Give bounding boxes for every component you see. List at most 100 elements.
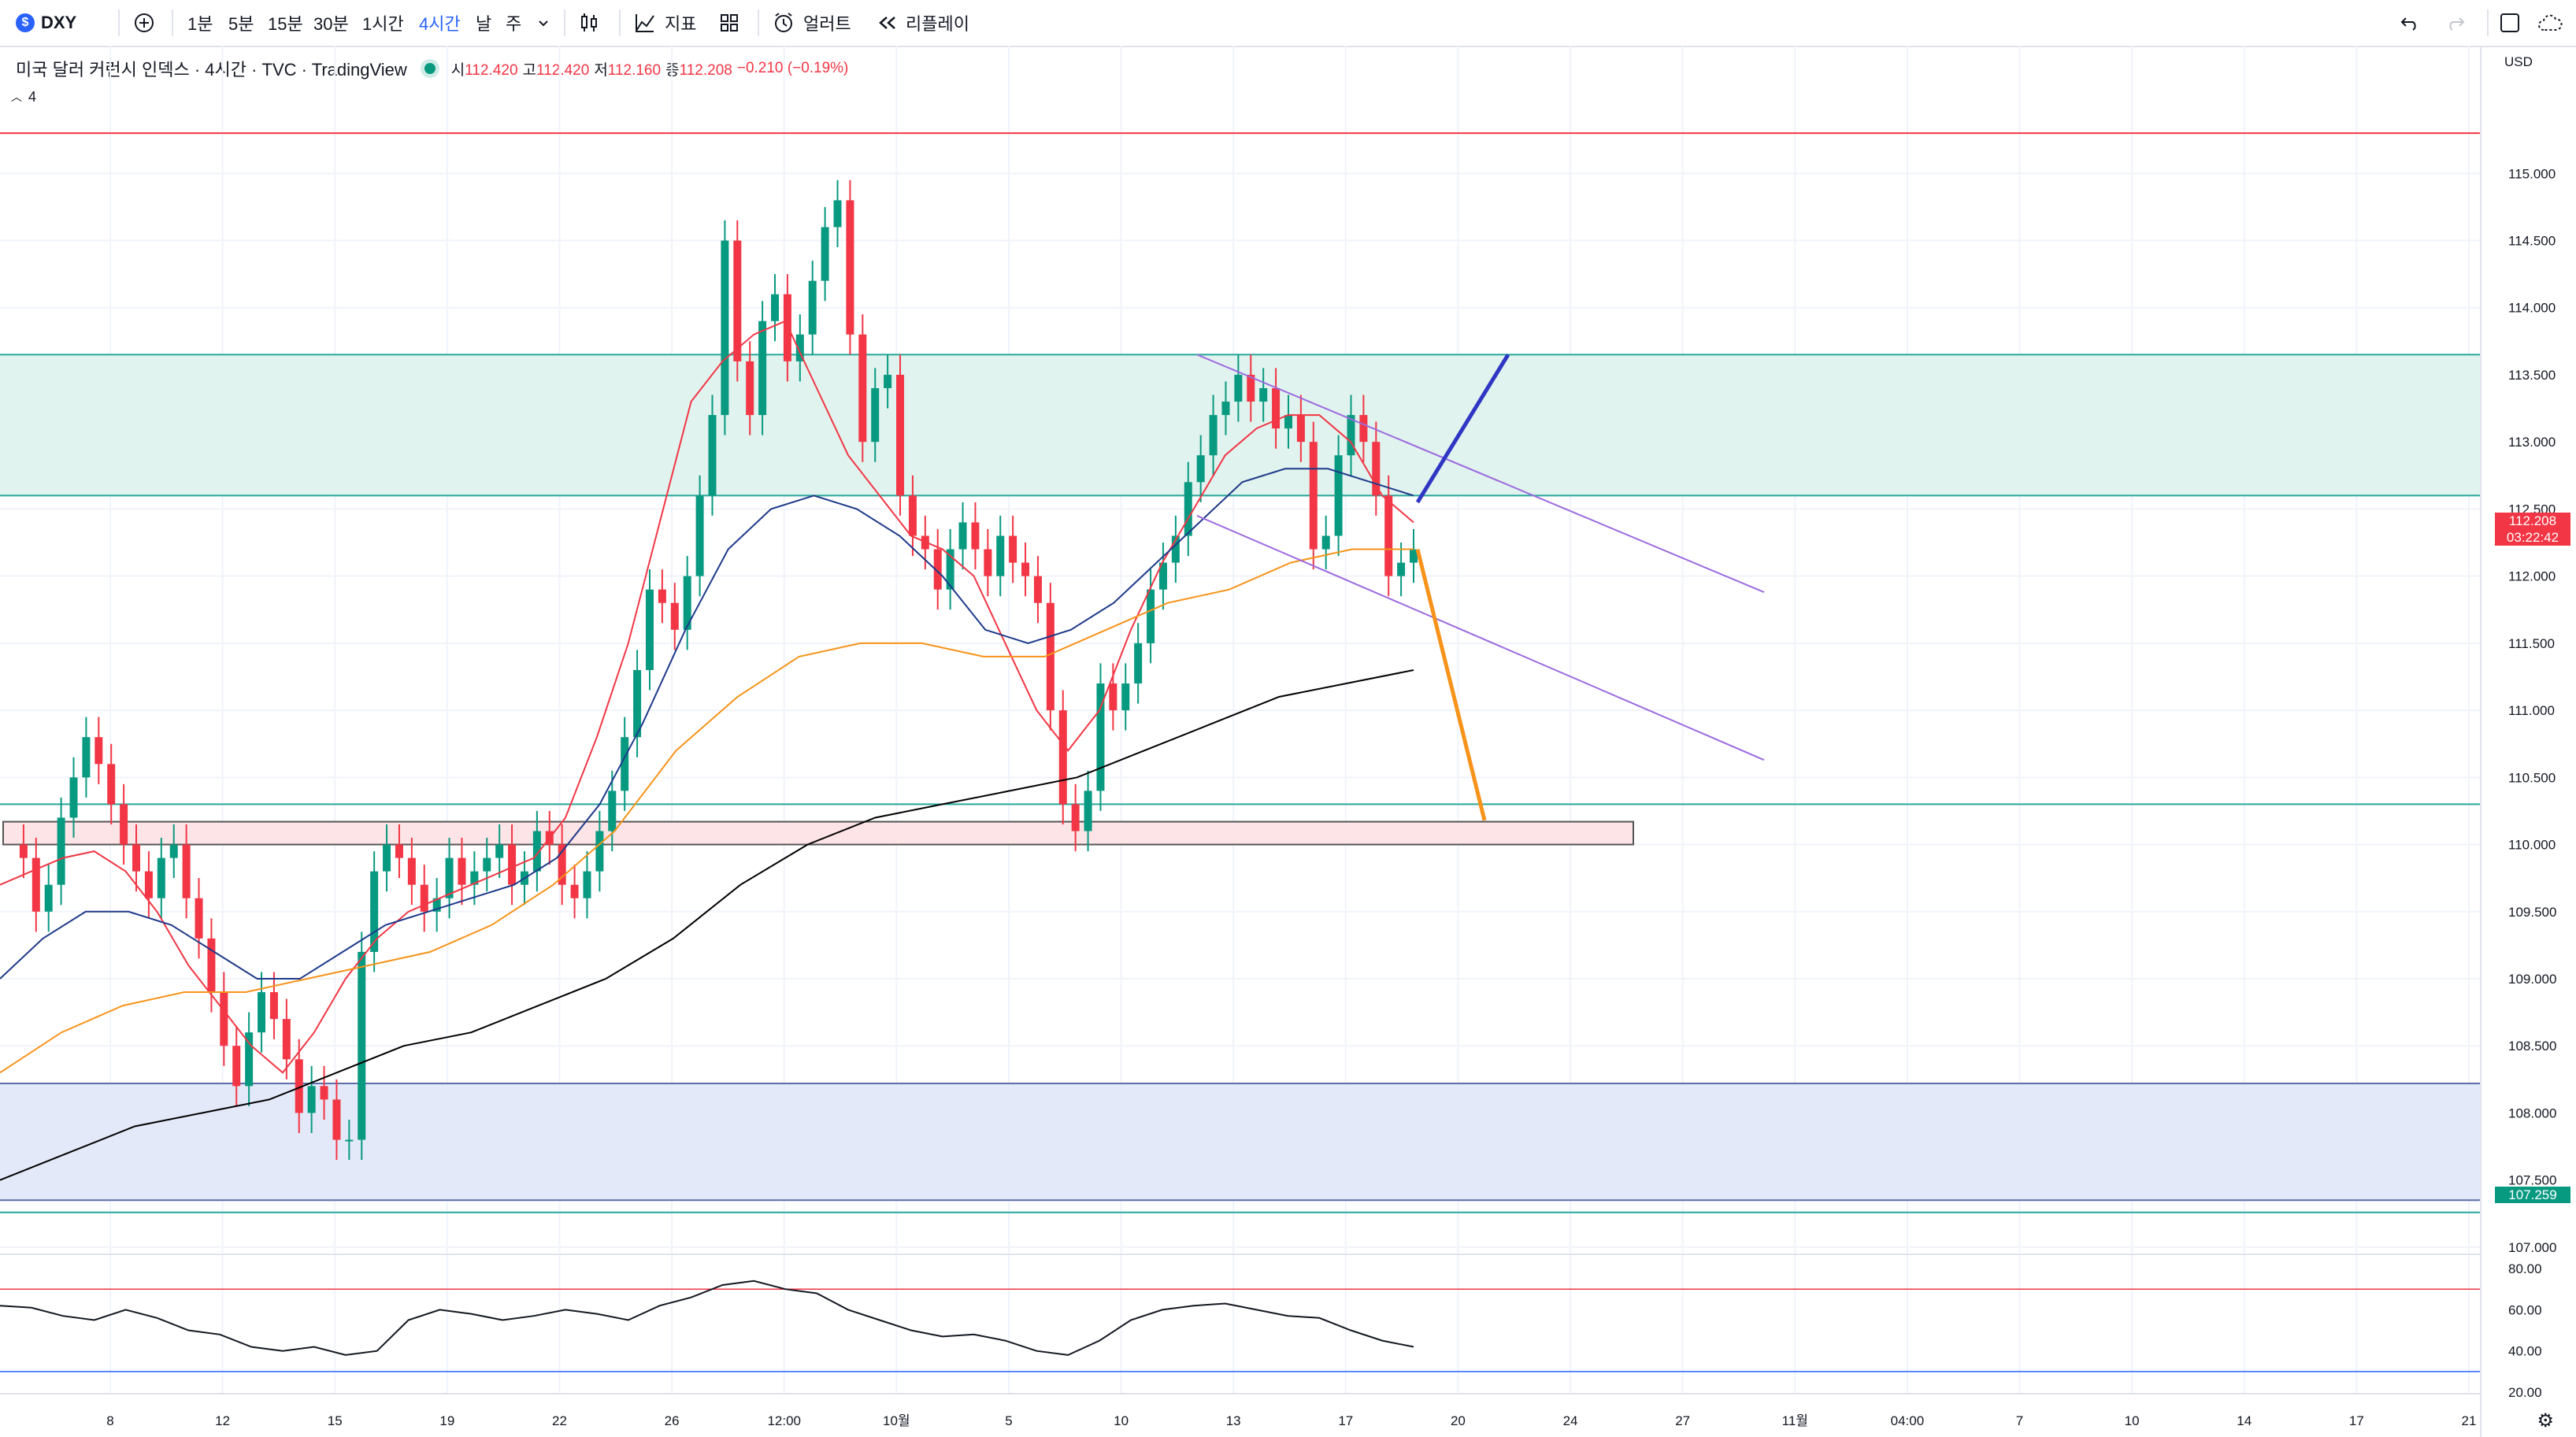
time-label: 8 [106,1413,113,1428]
interval-1h[interactable]: 1시간 [362,14,404,34]
interval-dropdown[interactable] [537,0,550,46]
divider [2487,9,2489,36]
candle-body [407,857,416,885]
chevron-down-icon [539,20,548,27]
price-label: 113.000 [2508,435,2556,450]
candle-body [1259,388,1268,402]
candle-body [1247,374,1255,402]
candle-body [169,844,178,858]
price-label: 115.000 [2508,166,2556,181]
currency-label: USD [2504,54,2533,69]
time-label: 24 [1563,1413,1578,1428]
candle-body [432,898,441,912]
interval-15m[interactable]: 15분 [268,14,303,34]
zones [0,132,2481,1213]
candle-body [1046,602,1054,711]
time-label: 04:00 [1891,1413,1925,1428]
candle-body [1284,415,1292,429]
divider [118,9,120,36]
alert-label: 얼러트 [803,14,851,34]
interval-1m[interactable]: 1분 [187,14,213,34]
candle-body [44,884,53,912]
rsi-axis-label: 60.00 [2508,1302,2542,1317]
chevron-up-icon: ︿ [11,91,22,103]
candle-body [269,992,278,1020]
candle-body [1196,455,1205,483]
interval-30m[interactable]: 30분 [313,14,349,34]
price-label: 108.500 [2508,1039,2556,1054]
candle-body [1121,683,1130,711]
candle-body [1109,683,1118,711]
compare-plus-button[interactable] [132,0,156,46]
square-icon [2500,13,2519,32]
candle-body [470,871,479,885]
time-label: 12:00 [767,1413,801,1428]
moving-averages [0,320,1414,1181]
undo-button[interactable] [2399,0,2421,46]
replay-button[interactable]: 리플레이 [876,0,969,46]
price-label: 111.000 [2508,703,2555,718]
rsi-pane [0,1280,2481,1372]
candle-body [508,844,517,885]
indicators-label: 지표 [665,14,697,34]
candle-body [758,320,767,416]
candle-body [1009,535,1017,563]
fullscreen-button[interactable] [2498,0,2522,46]
ema-line-3 [0,669,1414,1181]
indicators-button[interactable]: 지표 [633,0,696,46]
ema-line-1 [0,468,1414,980]
trend-drawings [1196,354,1765,821]
candle-body [846,200,854,335]
channel-lower-line [1196,515,1765,761]
price-label: 109.000 [2508,972,2556,987]
bullish-projection [1415,354,1510,504]
time-label: 17 [1338,1413,1353,1428]
candle-body [144,871,153,898]
candle-body [695,495,704,576]
legend-title: 미국 달러 커런시 인덱스 · 4시간 · TVC · TradingView [16,60,407,80]
rsi-axis-label: 40.00 [2508,1344,2542,1359]
plus-circle-icon [135,13,154,32]
indicator-toggle[interactable]: ︿ 4 [11,87,36,107]
candle-body [946,549,954,590]
candle-body [821,227,829,281]
current-price: 112.208 [2508,513,2557,528]
candle-body [1021,562,1030,576]
candle-body [132,844,141,872]
bar-countdown: 03:22:42 [2506,530,2559,545]
candle-body [207,938,216,993]
layouts-button[interactable] [718,0,740,46]
cloud-icon [2538,14,2563,31]
candle-body [1071,804,1080,831]
time-label: 10 [1114,1413,1129,1428]
redo-button[interactable] [2444,0,2467,46]
time-label: 27 [1675,1413,1690,1428]
interval-day[interactable]: 날 [476,14,492,34]
candle-body [1158,562,1167,590]
snapshot-button[interactable] [2537,0,2563,46]
interval-4h[interactable]: 4시간 [419,14,461,34]
price-label: 107.000 [2508,1240,2556,1255]
candle-body [495,844,504,858]
chart-type-button[interactable] [578,0,600,46]
channel-upper-line [1196,354,1765,594]
time-label: 19 [439,1413,454,1428]
settings-gear-icon[interactable]: ⚙ [2537,1410,2554,1431]
symbol-search-button[interactable]: $ DXY [16,0,76,46]
candle-body [120,804,128,845]
candle-body [996,535,1005,576]
candle-body [19,844,28,858]
candle-body [69,777,78,818]
marked-price: 107.259 [2508,1187,2557,1202]
price-chart[interactable]: 8 12 15 19 22 26 12:00 10월 5 10 13 17 20 24 27 11월 04:00… [0,46,2576,1437]
chart-legend: 미국 달러 커런시 인덱스 · 4시간 · TVC · TradingView … [16,57,848,80]
alert-button[interactable]: 얼러트 [772,0,851,46]
interval-5m[interactable]: 5분 [228,14,254,34]
candle-body [1296,415,1305,443]
interval-week[interactable]: 주 [506,14,522,34]
price-label: 114.500 [2508,234,2556,249]
candle-body [95,737,103,765]
dollar-icon: $ [16,13,35,32]
candle-body [1309,442,1318,550]
candle-body [395,844,403,858]
